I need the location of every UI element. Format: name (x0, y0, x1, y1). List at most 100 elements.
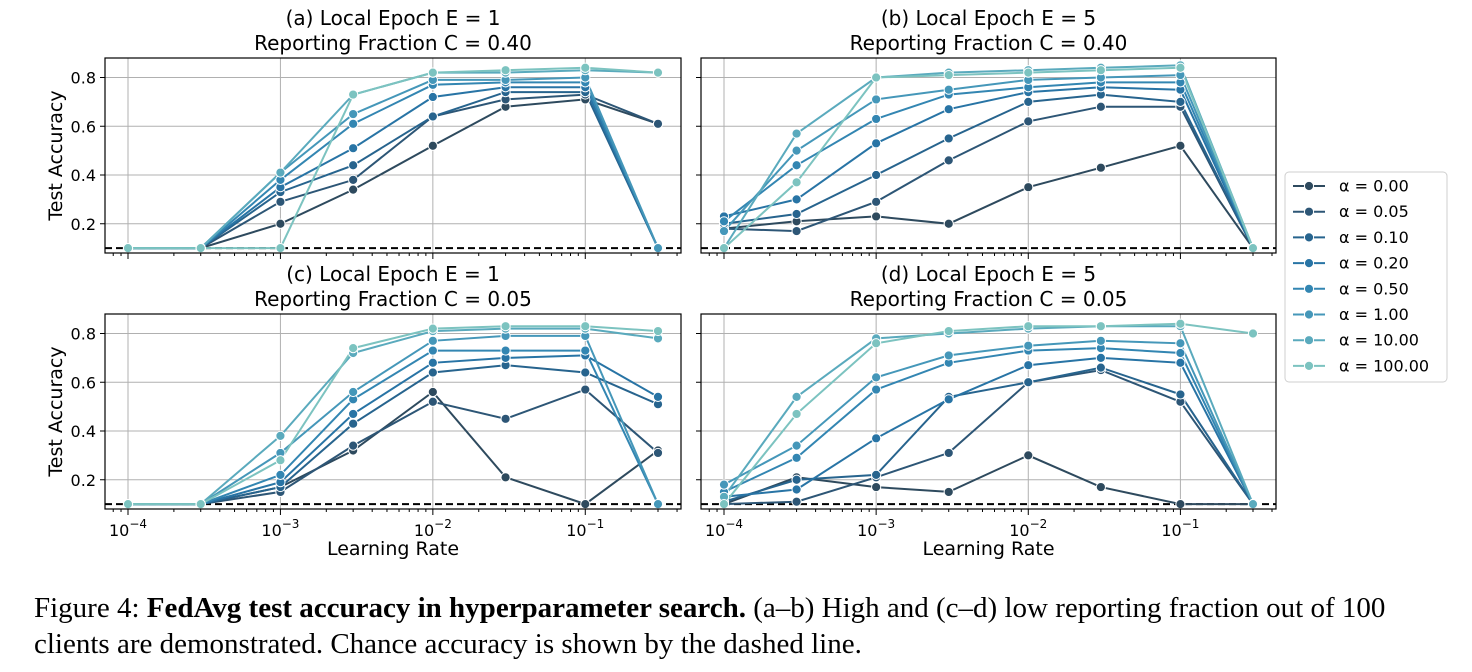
data-point (943, 155, 954, 166)
data-point (1175, 96, 1186, 107)
data-point (943, 325, 954, 337)
data-point (943, 69, 954, 81)
panel-title: (d) Local Epoch E = 5 (881, 262, 1096, 286)
legend-label: α = 1.00 (1339, 305, 1409, 324)
data-point (1023, 450, 1034, 461)
legend-swatch-marker (1303, 283, 1315, 294)
data-point (427, 67, 438, 78)
series-line (723, 339, 1254, 505)
x-tick-label: 10−4 (109, 517, 147, 540)
data-point (1023, 360, 1034, 371)
data-point (122, 243, 134, 254)
data-point (791, 225, 802, 237)
series-line (723, 81, 1254, 249)
data-point (1175, 357, 1186, 368)
data-point (871, 94, 882, 105)
series-line (723, 93, 1254, 249)
data-point (348, 118, 359, 129)
data-point (348, 160, 359, 171)
data-point (580, 321, 591, 332)
y-axis-label: Test Accuracy (45, 346, 67, 477)
legend-swatch-marker (1303, 258, 1315, 269)
data-point (652, 243, 664, 254)
data-point (348, 408, 359, 420)
plot-frame (700, 57, 1277, 254)
y-tick-label: 0.4 (71, 422, 96, 441)
series-line (128, 98, 659, 250)
data-point (348, 89, 359, 100)
data-point (871, 372, 882, 383)
data-point (1247, 499, 1259, 510)
data-point (652, 67, 664, 78)
series-line (128, 327, 659, 506)
data-point (652, 391, 664, 402)
y-tick-label: 0.6 (71, 373, 96, 392)
figure-4: 0.2 0.4 0.6 0.8 (a) Local Epoch E = 1 Reporti… (45, 6, 1448, 560)
x-tick-label: 10−3 (261, 517, 299, 540)
data-point (1247, 328, 1259, 339)
data-point (348, 143, 359, 154)
legend-swatch-marker (1303, 180, 1315, 192)
data-point (791, 128, 802, 139)
legend-frame (1284, 171, 1448, 383)
data-point (427, 111, 438, 122)
series-line (128, 91, 659, 250)
series-line (723, 347, 1254, 505)
data-point (791, 440, 802, 451)
data-point (791, 194, 802, 205)
y-tick-label: 0.4 (71, 166, 96, 185)
series-line (128, 390, 659, 506)
legend-label: α = 10.00 (1339, 331, 1419, 350)
data-point (718, 216, 730, 227)
x-tick-label: 10−2 (1009, 517, 1047, 540)
data-point (791, 474, 802, 485)
data-point (427, 323, 438, 334)
series-line (723, 64, 1254, 249)
x-tick-label: 10−1 (566, 517, 604, 540)
legend-swatch-marker (1303, 232, 1315, 243)
data-point (871, 469, 882, 480)
y-tick-label: 0.2 (71, 215, 96, 234)
data-point (943, 218, 954, 229)
y-tick-label: 0.8 (71, 69, 96, 88)
series-line (128, 388, 659, 506)
data-point (1175, 499, 1186, 510)
panel-title: Reporting Fraction C = 0.40 (850, 31, 1128, 55)
panel-title: (a) Local Epoch E = 1 (286, 6, 501, 30)
series-line (128, 66, 659, 250)
data-point (1023, 340, 1034, 351)
y-tick-label: 0.6 (71, 117, 96, 136)
data-point (943, 104, 954, 115)
data-point (500, 472, 511, 483)
data-point (791, 408, 802, 420)
y-axis-label: Test Accuracy (45, 90, 67, 221)
data-point (275, 455, 286, 466)
data-point (871, 196, 882, 207)
series-line (723, 356, 1254, 505)
data-point (580, 384, 591, 395)
data-point (718, 243, 730, 254)
data-point (195, 243, 206, 254)
data-point (348, 386, 359, 398)
series-line (723, 144, 1254, 249)
data-point (871, 481, 882, 493)
plot-frame (700, 313, 1277, 510)
series-line (128, 325, 659, 506)
data-point (427, 91, 438, 103)
data-point (348, 343, 359, 354)
data-point (943, 394, 954, 405)
data-point (195, 499, 206, 510)
legend-label: α = 0.20 (1339, 254, 1409, 273)
data-point (348, 174, 359, 185)
panel-d: 10−4 10−3 10−2 10−1 (d) Local Epoch E = 5Rep… (696, 262, 1277, 560)
legend-swatch-marker (1303, 309, 1315, 320)
series-line (128, 349, 659, 506)
data-point (427, 335, 438, 346)
data-point (1095, 352, 1106, 363)
panel-title: Reporting Fraction C = 0.05 (254, 287, 532, 311)
data-point (871, 384, 882, 395)
data-point (652, 325, 664, 337)
data-point (348, 440, 359, 451)
data-point (275, 167, 286, 178)
data-point (580, 367, 591, 378)
